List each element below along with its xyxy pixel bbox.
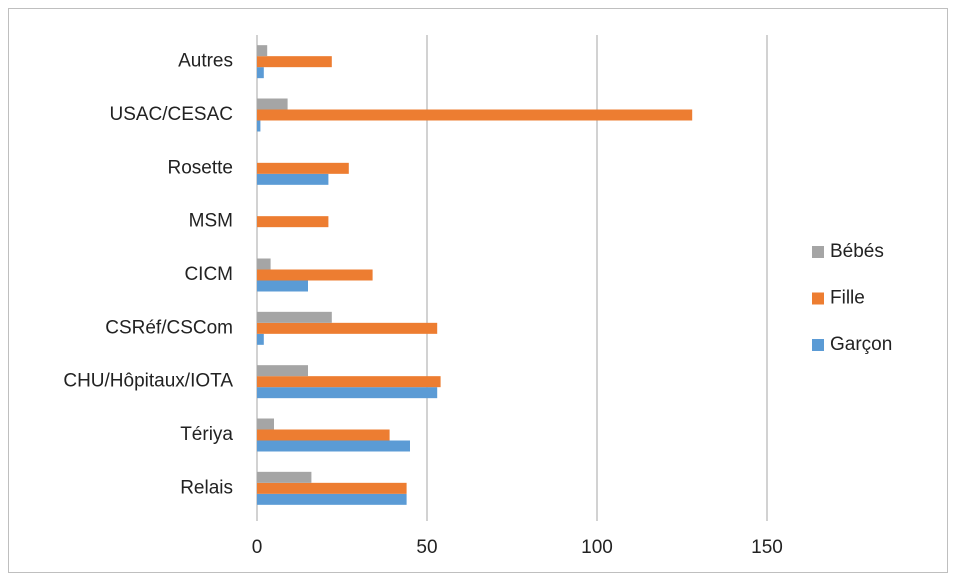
bar (257, 162, 349, 174)
bar (257, 418, 274, 430)
x-tick-label: 0 (252, 537, 263, 558)
bar (257, 311, 332, 323)
y-tick-label: Autres (178, 51, 233, 72)
legend-swatch (812, 339, 824, 351)
legend-label: Fille (830, 288, 865, 309)
legend-swatch (812, 292, 824, 305)
bar (257, 471, 312, 483)
bar (257, 493, 407, 505)
y-tick-label: Tériya (180, 424, 233, 445)
y-tick-label: USAC/CESAC (109, 104, 233, 125)
y-tick-label: Relais (180, 477, 233, 498)
legend-label: Bébés (830, 241, 884, 262)
bar (257, 67, 264, 79)
chart-border (8, 8, 948, 573)
legend-label: Garçon (830, 334, 892, 355)
bar (257, 109, 693, 121)
y-tick-label: CICM (184, 264, 233, 285)
bar (257, 98, 288, 110)
y-tick-label: CSRéf/CSCom (105, 317, 233, 338)
bar (257, 376, 441, 388)
bar (257, 387, 438, 399)
bar (257, 333, 264, 345)
bar (257, 120, 261, 132)
bar (257, 482, 407, 494)
bar (257, 365, 308, 377)
x-tick-label: 50 (416, 537, 437, 558)
y-tick-label: Rosette (168, 157, 233, 178)
bar (257, 429, 390, 441)
bar (257, 280, 308, 292)
bar (257, 258, 271, 270)
bar (257, 173, 329, 185)
bar (257, 440, 410, 452)
bar (257, 216, 329, 228)
bar (257, 45, 268, 57)
x-tick-label: 100 (581, 537, 613, 558)
x-tick-label: 150 (751, 537, 783, 558)
bar (257, 56, 332, 68)
bar (257, 322, 438, 334)
legend-swatch (812, 246, 824, 258)
y-tick-label: MSM (189, 211, 233, 232)
bar (257, 269, 373, 281)
y-tick-label: CHU/Hôpitaux/IOTA (63, 371, 233, 392)
